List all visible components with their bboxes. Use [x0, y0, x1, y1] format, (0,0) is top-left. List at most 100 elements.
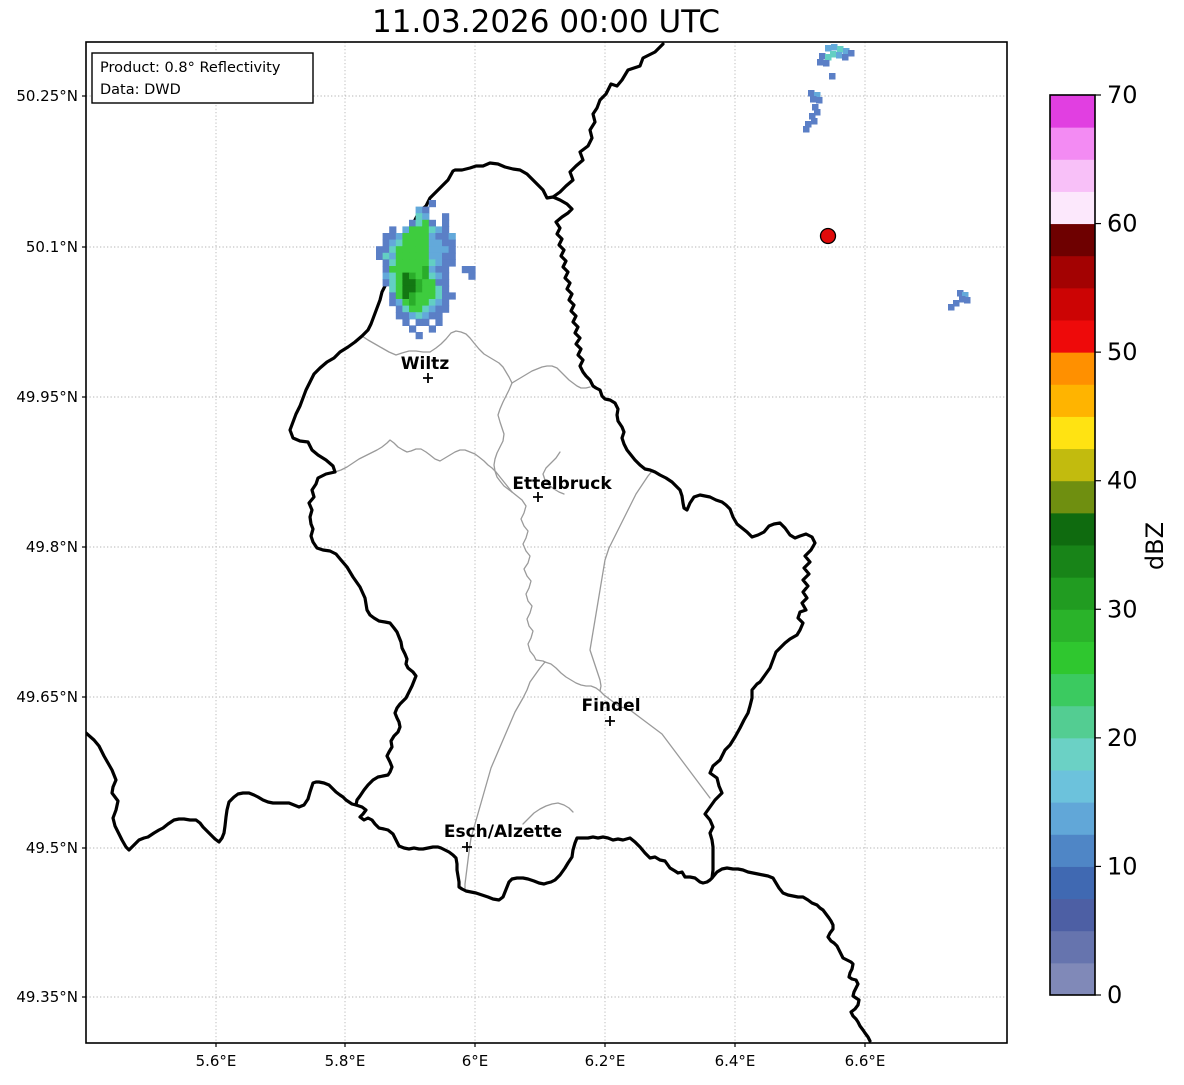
radar-cell	[448, 239, 456, 247]
gridlines	[86, 42, 1007, 1043]
radar-cell	[848, 50, 855, 57]
radar-cell	[442, 239, 450, 247]
district-border-line	[589, 469, 654, 692]
district-border-line	[522, 802, 574, 825]
radar-cell	[395, 305, 403, 313]
city-labels: Wiltz Ettelbruck Findel Esch/Alzette	[401, 354, 641, 852]
radar-cell	[415, 233, 423, 241]
colorbar-band	[1050, 320, 1095, 353]
radar-cell	[428, 285, 436, 293]
colorbar-band	[1050, 384, 1095, 417]
x-tick-label: 6°E	[462, 1052, 489, 1070]
info-box-frame	[91, 52, 314, 104]
radar-cell	[428, 226, 436, 234]
radar-cell	[382, 239, 390, 247]
colorbar-tick-label: 60	[1107, 210, 1138, 238]
radar-cell	[389, 279, 397, 287]
radar-cell	[409, 279, 417, 287]
y-tick-label: 50.1°N	[26, 238, 78, 256]
radar-cell	[382, 259, 390, 267]
radar-cell	[837, 46, 844, 53]
radar-cell	[422, 299, 430, 307]
city-marker	[423, 373, 433, 383]
radar-cell	[409, 219, 417, 227]
radar-cell	[442, 285, 450, 293]
city-label: Esch/Alzette	[444, 822, 562, 842]
radar-cell	[468, 266, 476, 274]
colorbar-band	[1050, 191, 1095, 225]
country-border-line	[86, 731, 358, 852]
radar-cell	[962, 292, 969, 299]
radar-cell	[422, 226, 430, 234]
radar-cell	[816, 97, 823, 104]
radar-cell	[428, 246, 436, 254]
radar-cell	[395, 233, 403, 241]
radar-cell	[435, 299, 443, 307]
figure-title: 11.03.2026 00:00 UTC	[372, 4, 720, 40]
radar-cell	[402, 226, 410, 234]
colorbar-band	[1050, 512, 1095, 546]
radar-cell	[422, 272, 430, 280]
radar-cell	[825, 54, 832, 61]
radar-cell	[814, 109, 821, 116]
radar-cell	[402, 272, 410, 280]
colorbar-band	[1050, 159, 1095, 192]
colorbar-band	[1050, 223, 1095, 257]
radar-cell	[442, 272, 450, 280]
radar-cell	[422, 312, 430, 320]
radar-cell	[389, 226, 397, 234]
district-border-line	[334, 439, 513, 493]
radar-cell	[415, 213, 423, 221]
colorbar-band	[1050, 352, 1095, 385]
radar-cell	[829, 73, 836, 80]
radar-cell	[415, 332, 423, 340]
city-label: Ettelbruck	[512, 474, 612, 494]
radar-cell	[415, 272, 423, 280]
district-border-line	[464, 661, 546, 891]
colorbar-band	[1050, 705, 1095, 739]
radar-cell	[415, 305, 423, 313]
radar-cell	[422, 246, 430, 254]
radar-cell	[442, 233, 450, 241]
x-tick-label: 5.6°E	[196, 1052, 237, 1070]
radar-cell	[435, 246, 443, 254]
x-tick-label: 6.6°E	[845, 1052, 886, 1070]
colorbar-band	[1050, 802, 1095, 835]
city-marker	[605, 716, 615, 726]
radar-cell	[964, 297, 971, 304]
radar-cell	[402, 279, 410, 287]
radar-cell	[395, 279, 403, 287]
radar-cell	[428, 305, 436, 313]
radar-cell	[809, 113, 816, 120]
radar-cell	[957, 290, 964, 297]
radar-cell	[811, 118, 818, 125]
colorbar-band	[1050, 577, 1095, 610]
district-border-line	[511, 365, 591, 389]
radar-cell	[402, 233, 410, 241]
radar-cell	[435, 279, 443, 287]
colorbar-band	[1050, 416, 1095, 450]
radar-cell	[395, 312, 403, 320]
radar-cell	[382, 279, 390, 287]
radar-cell	[428, 259, 436, 267]
country-borders	[86, 42, 872, 1043]
radar-cell	[415, 206, 423, 214]
radar-cell	[953, 300, 960, 307]
radar-cell	[402, 305, 410, 313]
radar-cell	[442, 213, 450, 221]
radar-cell	[442, 226, 450, 234]
radar-cell	[435, 318, 443, 326]
x-tick-label: 6.4°E	[715, 1052, 756, 1070]
y-tick-label: 49.35°N	[16, 988, 78, 1006]
radar-cell	[382, 246, 390, 254]
radar-cell	[948, 304, 955, 311]
radar-cell	[442, 219, 450, 227]
radar-cell	[428, 200, 436, 208]
colorbar-band	[1050, 448, 1095, 482]
country-border-line	[288, 161, 817, 902]
radar-cell	[376, 246, 384, 254]
radar-cell	[389, 266, 397, 274]
colorbar-tick-label: 10	[1107, 852, 1138, 880]
info-product-line: Product: 0.8° Reflectivity	[100, 60, 281, 76]
colorbar: 0 10 20 30 40 50 60 70	[1049, 81, 1138, 1009]
